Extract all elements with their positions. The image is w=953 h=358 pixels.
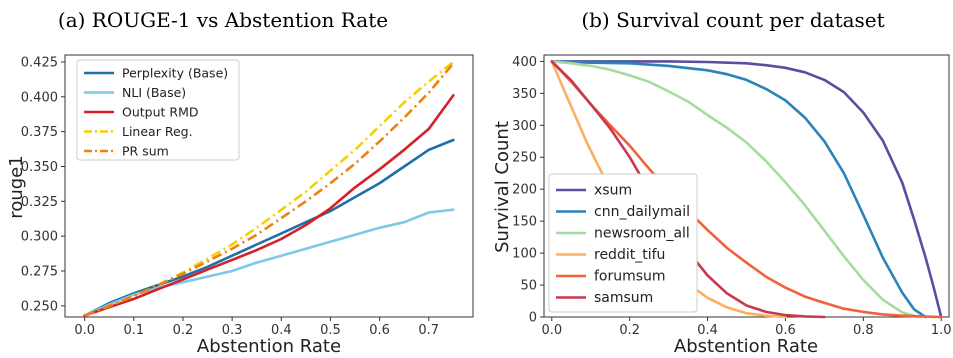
b-x-tick-label: 0.6 [775,323,796,338]
b-legend-label-forumsum: forumsum [594,269,666,285]
b-legend-label-samsum: samsum [594,290,653,306]
a-x-tick-label: 0.5 [320,323,341,338]
panel-a: (a) ROUGE-1 vs Abstention Rate 0.0 0.1 0.2… [6,8,474,357]
b-legend-label-reddit-tifu: reddit_tifu [594,247,665,263]
a-x-tick-label: 0.2 [173,323,194,338]
a-legend-label-linear-reg: Linear Reg. [122,124,193,139]
a-x-tick-label: 0.0 [74,323,95,338]
panel-a-lines [83,60,455,317]
b-x-tick-label: 0.8 [853,323,874,338]
b-x-tick-label: 0.2 [619,323,640,338]
a-legend-label-nli-base: NLI (Base) [122,85,186,100]
a-y-tick-label: 0.400 [21,90,58,105]
a-x-tick-label: 0.4 [271,323,292,338]
b-legend-label-cnn-dailymail: cnn_dailymail [594,204,690,220]
a-y-tick-label: 0.250 [21,299,58,314]
panel-b-x-ticks: 0.0 0.2 0.4 0.6 0.8 1.0 [541,317,952,338]
a-x-tick-label: 0.6 [369,323,390,338]
b-y-tick-label: 50 [520,279,537,294]
a-legend-label-pr-sum: PR sum [122,144,169,159]
b-x-tick-label: 1.0 [931,323,952,338]
a-legend-label-perplexity-base: Perplexity (Base) [122,66,228,81]
panel-a-legend-box [76,59,240,161]
panel-b-y-ticks: 0 50 100 150 200 250 300 350 400 [512,55,544,326]
panel-b-legend: xsum cnn_dailymail newsroom_all reddit_tifu… [548,173,698,313]
b-legend-label-newsroom-all: newsroom_all [594,226,690,242]
b-y-tick-label: 300 [512,119,537,134]
panel-b: (b) Survival count per dataset 0.0 0.2 0.4… [492,8,952,357]
panel-b-title: (b) Survival count per dataset [581,8,884,32]
a-x-tick-label: 0.7 [418,323,439,338]
a-legend-label-output-rmd: Output RMD [122,105,199,120]
a-series-line-output-rmd [83,94,455,317]
b-series-line-cnn-dailymail [550,60,927,319]
a-y-tick-label: 0.325 [21,195,58,210]
b-series-line-forumsum [550,60,943,319]
panel-a-y-axis-label: rouge1 [6,155,27,218]
a-x-tick-label: 0.3 [222,323,243,338]
panel-a-y-ticks: 0.250 0.275 0.300 0.325 0.350 0.375 0.400 0.425 [21,55,65,314]
a-series-line-pr-sum [84,62,455,317]
panel-b-plot-frame [543,54,950,318]
a-y-tick-label: 0.375 [21,125,58,140]
b-y-tick-label: 0 [529,311,537,326]
b-y-tick-label: 200 [512,183,537,198]
panel-a-x-ticks: 0.0 0.1 0.2 0.3 0.4 0.5 0.6 0.7 [74,317,439,338]
b-x-tick-label: 0.4 [697,323,718,338]
b-y-tick-label: 150 [512,215,537,230]
panel-b-x-axis-label: Abstention Rate [674,336,818,357]
b-series-line-newsroom-all [550,60,920,319]
panel-a-legend: Perplexity (Base) NLI (Base) Output RMD Lin… [76,59,240,161]
panel-a-plot-frame [64,54,474,318]
panel-b-y-axis-label: Survival Count [492,121,513,253]
b-y-tick-label: 250 [512,151,537,166]
panel-b-legend-box [548,173,698,313]
b-legend-label-xsum: xsum [594,183,632,199]
a-y-tick-label: 0.300 [21,230,58,245]
a-y-tick-label: 0.425 [21,55,58,70]
a-y-tick-label: 0.350 [21,160,58,175]
panel-a-title: (a) ROUGE-1 vs Abstention Rate [58,8,388,32]
a-x-tick-label: 0.1 [123,323,144,338]
b-y-tick-label: 400 [512,55,537,70]
b-y-tick-label: 350 [512,87,537,102]
b-series-line-xsum [550,60,943,319]
a-y-tick-label: 0.275 [21,265,58,280]
b-y-tick-label: 100 [512,247,537,262]
panel-a-x-axis-label: Abstention Rate [197,336,341,357]
b-x-tick-label: 0.0 [541,323,562,338]
